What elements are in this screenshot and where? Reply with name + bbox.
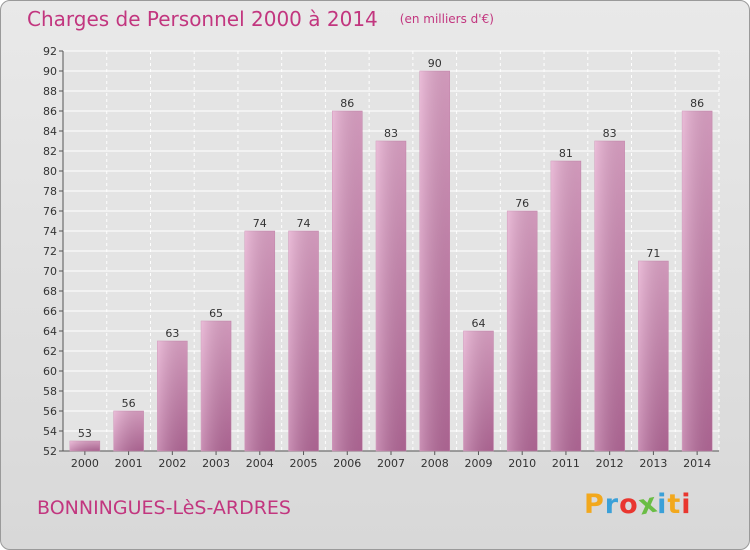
x-tick-label: 2008 [421, 457, 449, 470]
bar-value-label: 63 [165, 327, 179, 340]
x-tick-label: 2003 [202, 457, 230, 470]
y-tick-label: 52 [43, 445, 57, 458]
bar-shade-2000 [69, 441, 100, 451]
chart-title: Charges de Personnel 2000 à 2014 [27, 7, 378, 31]
y-tick-label: 78 [43, 185, 57, 198]
bar-shade-2008 [419, 71, 450, 451]
bar-value-label: 53 [78, 427, 92, 440]
y-tick-label: 62 [43, 345, 57, 358]
bar-value-label: 86 [340, 97, 354, 110]
y-tick-label: 76 [43, 205, 57, 218]
bar-value-label: 76 [515, 197, 529, 210]
y-tick-label: 58 [43, 385, 57, 398]
bar-value-label: 64 [471, 317, 485, 330]
y-tick-label: 70 [43, 265, 57, 278]
bar-shade-2002 [157, 341, 188, 451]
x-tick-label: 2013 [639, 457, 667, 470]
y-tick-label: 54 [43, 425, 57, 438]
bar-shade-2013 [638, 261, 669, 451]
chart-subtitle: (en milliers d'€) [399, 12, 494, 26]
bar-shade-2007 [376, 141, 406, 451]
logo-letter: i [657, 489, 668, 520]
y-tick-label: 60 [43, 365, 57, 378]
y-tick-label: 74 [43, 225, 57, 238]
bar-value-label: 71 [646, 247, 660, 260]
y-tick-label: 64 [43, 325, 57, 338]
x-tick-label: 2010 [508, 457, 536, 470]
y-tick-label: 88 [43, 85, 57, 98]
logo-letter: i [681, 489, 692, 520]
y-tick-label: 90 [43, 65, 57, 78]
logo-letter: t [667, 489, 682, 520]
bar-value-label: 65 [209, 307, 223, 320]
city-name: BONNINGUES-LèS-ARDRES [37, 497, 291, 519]
x-tick-label: 2011 [552, 457, 580, 470]
bar-shade-2010 [507, 211, 538, 451]
bars-layer [69, 70, 713, 452]
proxiti-logo: Proxiti [584, 487, 692, 521]
bar-shade-2012 [594, 141, 625, 451]
logo-letter: o [619, 489, 639, 520]
labels-layer: 53 56 63 65 74 74 86 83 90 64 76 81 83 71 86 [78, 57, 704, 440]
bar-value-label: 56 [122, 397, 136, 410]
y-tick-label: 82 [43, 145, 57, 158]
bar-shade-2006 [332, 111, 363, 451]
y-tick-label: 84 [43, 125, 57, 138]
y-tick-label: 86 [43, 105, 57, 118]
bar-value-label: 83 [384, 127, 398, 140]
y-tick-label: 72 [43, 245, 57, 258]
x-tick-label: 2001 [115, 457, 143, 470]
x-tick-label: 2012 [596, 457, 624, 470]
x-tick-label: 2000 [71, 457, 99, 470]
bar-value-label: 86 [690, 97, 704, 110]
bar-shade-2005 [288, 231, 319, 451]
y-tick-label: 56 [43, 405, 57, 418]
bar-value-label: 90 [428, 57, 442, 70]
bar-shade-2014 [682, 111, 713, 451]
axes-layer: 52 54 56 58 60 62 64 66 68 70 72 74 76 78 80 82 84 86 88 90… [43, 45, 719, 470]
x-tick-label: 2014 [683, 457, 711, 470]
y-tick-label: 68 [43, 285, 57, 298]
x-tick-label: 2009 [464, 457, 492, 470]
y-tick-label: 92 [43, 45, 57, 58]
y-tick-label: 66 [43, 305, 57, 318]
x-tick-label: 2006 [333, 457, 361, 470]
y-tick-label: 80 [43, 165, 57, 178]
bar-shade-2009 [463, 331, 494, 451]
logo-letter: P [584, 489, 605, 520]
title-row: Charges de Personnel 2000 à 2014 (en mill… [27, 7, 494, 31]
x-tick-label: 2005 [290, 457, 318, 470]
bar-value-label: 74 [297, 217, 311, 230]
bar-shade-2001 [113, 411, 144, 451]
bar-shade-2004 [244, 231, 275, 451]
bar-value-label: 83 [603, 127, 617, 140]
bar-shade-2003 [201, 321, 232, 451]
x-tick-label: 2004 [246, 457, 274, 470]
logo-letter: r [604, 489, 620, 520]
x-tick-label: 2002 [158, 457, 186, 470]
x-tick-label: 2007 [377, 457, 405, 470]
bar-value-label: 74 [253, 217, 267, 230]
bar-value-label: 81 [559, 147, 573, 160]
bar-shade-2011 [550, 161, 581, 451]
